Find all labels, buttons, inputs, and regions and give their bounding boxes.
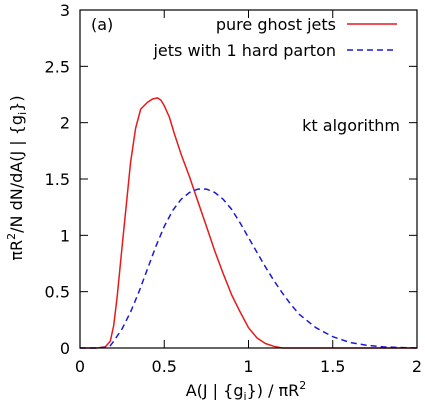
y-tick-label: 1.5 <box>45 170 70 189</box>
y-tick-label: 1 <box>60 226 70 245</box>
y-tick-label: 2.5 <box>45 57 70 76</box>
algorithm-annotation: kt algorithm <box>302 116 400 135</box>
series-line-pure-ghost-jets <box>80 97 417 349</box>
y-tick-label: 3 <box>60 1 70 20</box>
x-tick-label: 1.5 <box>320 357 345 376</box>
x-axis-title: A(J | {gi}) / πR2 <box>186 379 307 403</box>
x-tick-label: 0 <box>75 357 85 376</box>
series-layer <box>80 97 418 349</box>
y-tick-label: 0.5 <box>45 283 70 302</box>
x-tick-label: 1 <box>243 357 253 376</box>
panel-label: (a) <box>91 15 113 34</box>
series-line-hard-parton-jets <box>80 188 418 349</box>
y-axis-title: πR2/N dN/dA(J | {gi}) <box>5 95 29 260</box>
legend: pure ghost jets jets with 1 hard parton <box>152 15 397 60</box>
axes-layer: 0 0.5 1 1.5 2 0 0.5 1 1.5 2 2.5 3 <box>45 1 423 376</box>
y-tick-label: 0 <box>60 339 70 358</box>
legend-label-hard-parton-jets: jets with 1 hard parton <box>152 41 336 60</box>
x-tick-label: 0.5 <box>152 357 177 376</box>
x-tick-label: 2 <box>412 357 422 376</box>
legend-label-pure-ghost-jets: pure ghost jets <box>216 15 336 34</box>
plot-frame <box>79 9 418 349</box>
y-tick-label: 2 <box>60 114 70 133</box>
